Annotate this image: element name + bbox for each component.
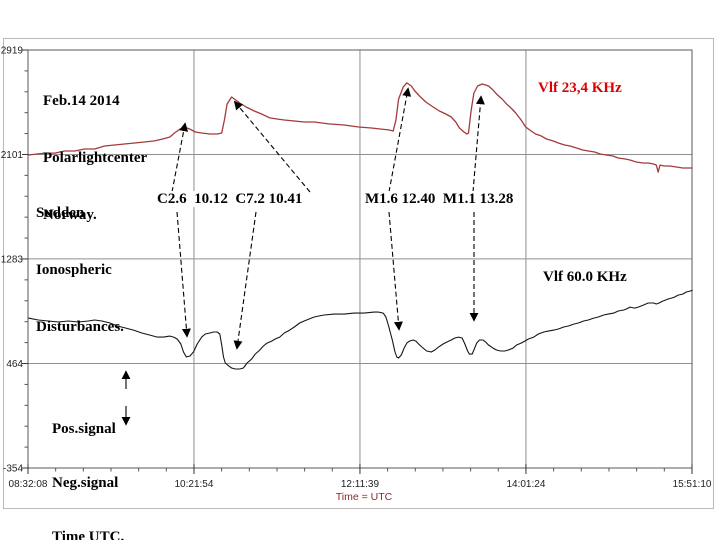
annotation-arrows — [121, 87, 485, 426]
sid-line-2: Ionospheric — [36, 262, 112, 278]
x-tick-label: 08:32:08 — [9, 479, 48, 490]
x-tick-label: 10:21:54 — [175, 479, 214, 490]
axis-ticks — [22, 49, 693, 474]
station-line-1: Feb.14 2014 — [43, 93, 120, 109]
sid-line-1: Sudden — [36, 205, 85, 221]
sid-label: Sudden Ionospheric Disturbances. — [36, 166, 124, 375]
y-tick-label: 464 — [6, 359, 23, 370]
sid-line-3: Disturbances. — [36, 319, 124, 335]
flare-label-c-events: C2.6 10.12 C7.2 10.41 — [155, 191, 305, 207]
signal-note: Pos.signal Neg.signal Time UTC. — [52, 384, 124, 540]
y-tick-label: 2101 — [1, 150, 24, 161]
legend-vlf600: Vlf 60.0 KHz — [543, 269, 627, 285]
event-arrow — [171, 122, 189, 193]
flare-label-m-events: M1.6 12.40 M1.1 13.28 — [363, 191, 516, 207]
signal-note-time: Time UTC. — [52, 529, 125, 540]
event-arrow — [233, 100, 311, 193]
x-tick-label: 14:01:24 — [506, 479, 545, 490]
trace-vlf-60-0-khz — [28, 289, 693, 370]
event-arrow — [472, 95, 485, 193]
chart-frame — [3, 38, 714, 509]
axis-tick-labels: 08:32:08 10:21:54 12:11:39 14:01:24 15:51:10… — [1, 46, 712, 491]
y-tick-label: 2919 — [1, 46, 24, 57]
signal-note-neg: Neg.signal — [52, 475, 119, 491]
y-tick-label: 1283 — [1, 254, 24, 265]
x-tick-label: 12:11:39 — [341, 479, 380, 490]
x-tick-label: 15:51:10 — [673, 479, 712, 490]
event-arrow — [388, 87, 412, 193]
event-arrow — [233, 211, 257, 350]
station-line-2: Polarlightcenter — [43, 150, 148, 166]
legend-vlf234: Vlf 23,4 KHz — [538, 80, 622, 96]
x-axis-title: Time = UTC — [335, 491, 393, 503]
event-arrow — [176, 211, 191, 338]
station-line-3: Norway. — [43, 207, 97, 223]
y-tick-label: -354 — [3, 464, 23, 475]
signal-note-pos: Pos.signal — [52, 421, 116, 437]
event-arrow — [388, 211, 403, 331]
station-label: Feb.14 2014 Polarlightcenter Norway. — [43, 54, 147, 263]
